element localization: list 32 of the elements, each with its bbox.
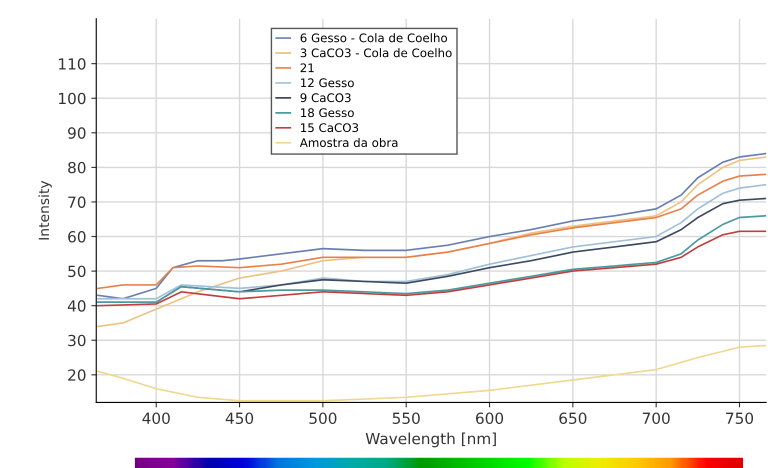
x-axis-title: Wavelength [nm] (366, 432, 496, 448)
line-series (97, 214, 766, 304)
legend-label: 12 Gesso (301, 78, 354, 88)
line-series (97, 173, 766, 290)
legend-label: 6 Gesso - Cola de Coelho (300, 33, 448, 42)
x-tick-label: 650 (559, 412, 586, 424)
x-tick-label: 700 (642, 412, 670, 424)
x-tick-label: 750 (726, 412, 754, 424)
y-tick-label: 20 (68, 369, 86, 381)
x-tick-label: 450 (226, 412, 254, 424)
legend-label: 21 (300, 63, 314, 72)
legend-label: 9 CaCO3 (300, 93, 351, 102)
x-tick-label: 550 (392, 412, 420, 424)
x-tick-label: 400 (142, 412, 170, 424)
x-tick-label: 600 (476, 412, 504, 424)
legend-label: Amostra da obra (300, 138, 398, 148)
y-tick-label: 110 (59, 58, 86, 70)
y-tick-label: 100 (59, 92, 86, 104)
y-tick-label: 90 (68, 127, 86, 139)
legend-label: 15 CaCO3 (301, 123, 358, 132)
line-series (97, 152, 766, 300)
line-series (97, 230, 766, 307)
y-tick-label: 40 (68, 300, 86, 312)
y-tick-label: 60 (68, 230, 86, 243)
y-tick-label: 50 (68, 266, 86, 278)
x-tick-label: 500 (309, 412, 336, 424)
legend-label: 18 Gesso (301, 108, 354, 118)
y-tick-label: 80 (68, 162, 86, 174)
y-tick-label: 70 (68, 196, 86, 208)
y-axis-title: Intensity (38, 180, 52, 240)
legend-label: 3 CaCO3 - Cola de Coelho (300, 48, 452, 58)
y-tick-label: 30 (68, 334, 86, 346)
